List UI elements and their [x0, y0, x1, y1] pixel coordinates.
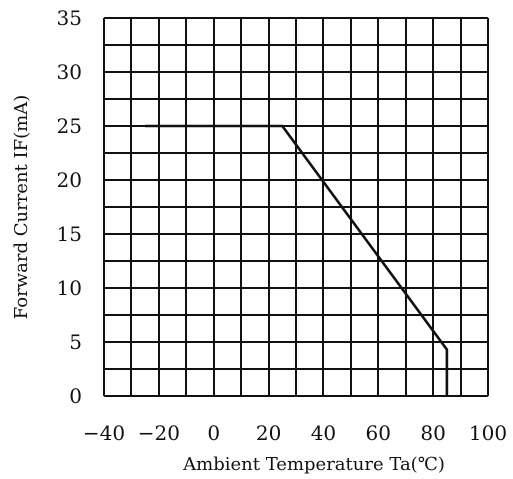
y-tick-label: 10	[57, 276, 82, 300]
y-tick-labels: 0 5 10 15 20 25 30 35	[57, 6, 82, 408]
series-line-0	[145, 124, 449, 396]
x-tick-label: 40	[311, 421, 336, 445]
x-axis-title: Ambient Temperature Ta(℃)	[182, 454, 445, 475]
x-tick-label: 20	[256, 421, 281, 445]
y-tick-label: 0	[69, 384, 82, 408]
y-tick-label: 5	[69, 330, 82, 354]
x-tick-labels: −40 −20 0 20 40 60 80 100	[83, 421, 507, 445]
x-tick-label: 100	[469, 421, 507, 445]
series-layer	[145, 124, 449, 396]
x-tick-label: 80	[420, 421, 445, 445]
x-tick-label: −40	[83, 421, 125, 445]
y-axis-title: Forward Current IF(mA)	[11, 95, 32, 319]
y-tick-label: 30	[57, 60, 82, 84]
x-tick-label: 0	[207, 421, 220, 445]
y-tick-label: 25	[57, 114, 82, 138]
x-tick-label: −20	[138, 421, 180, 445]
y-tick-label: 20	[57, 168, 82, 192]
x-tick-label: 60	[366, 421, 391, 445]
grid	[103, 17, 489, 397]
y-tick-label: 35	[57, 6, 82, 30]
y-tick-label: 15	[57, 222, 82, 246]
